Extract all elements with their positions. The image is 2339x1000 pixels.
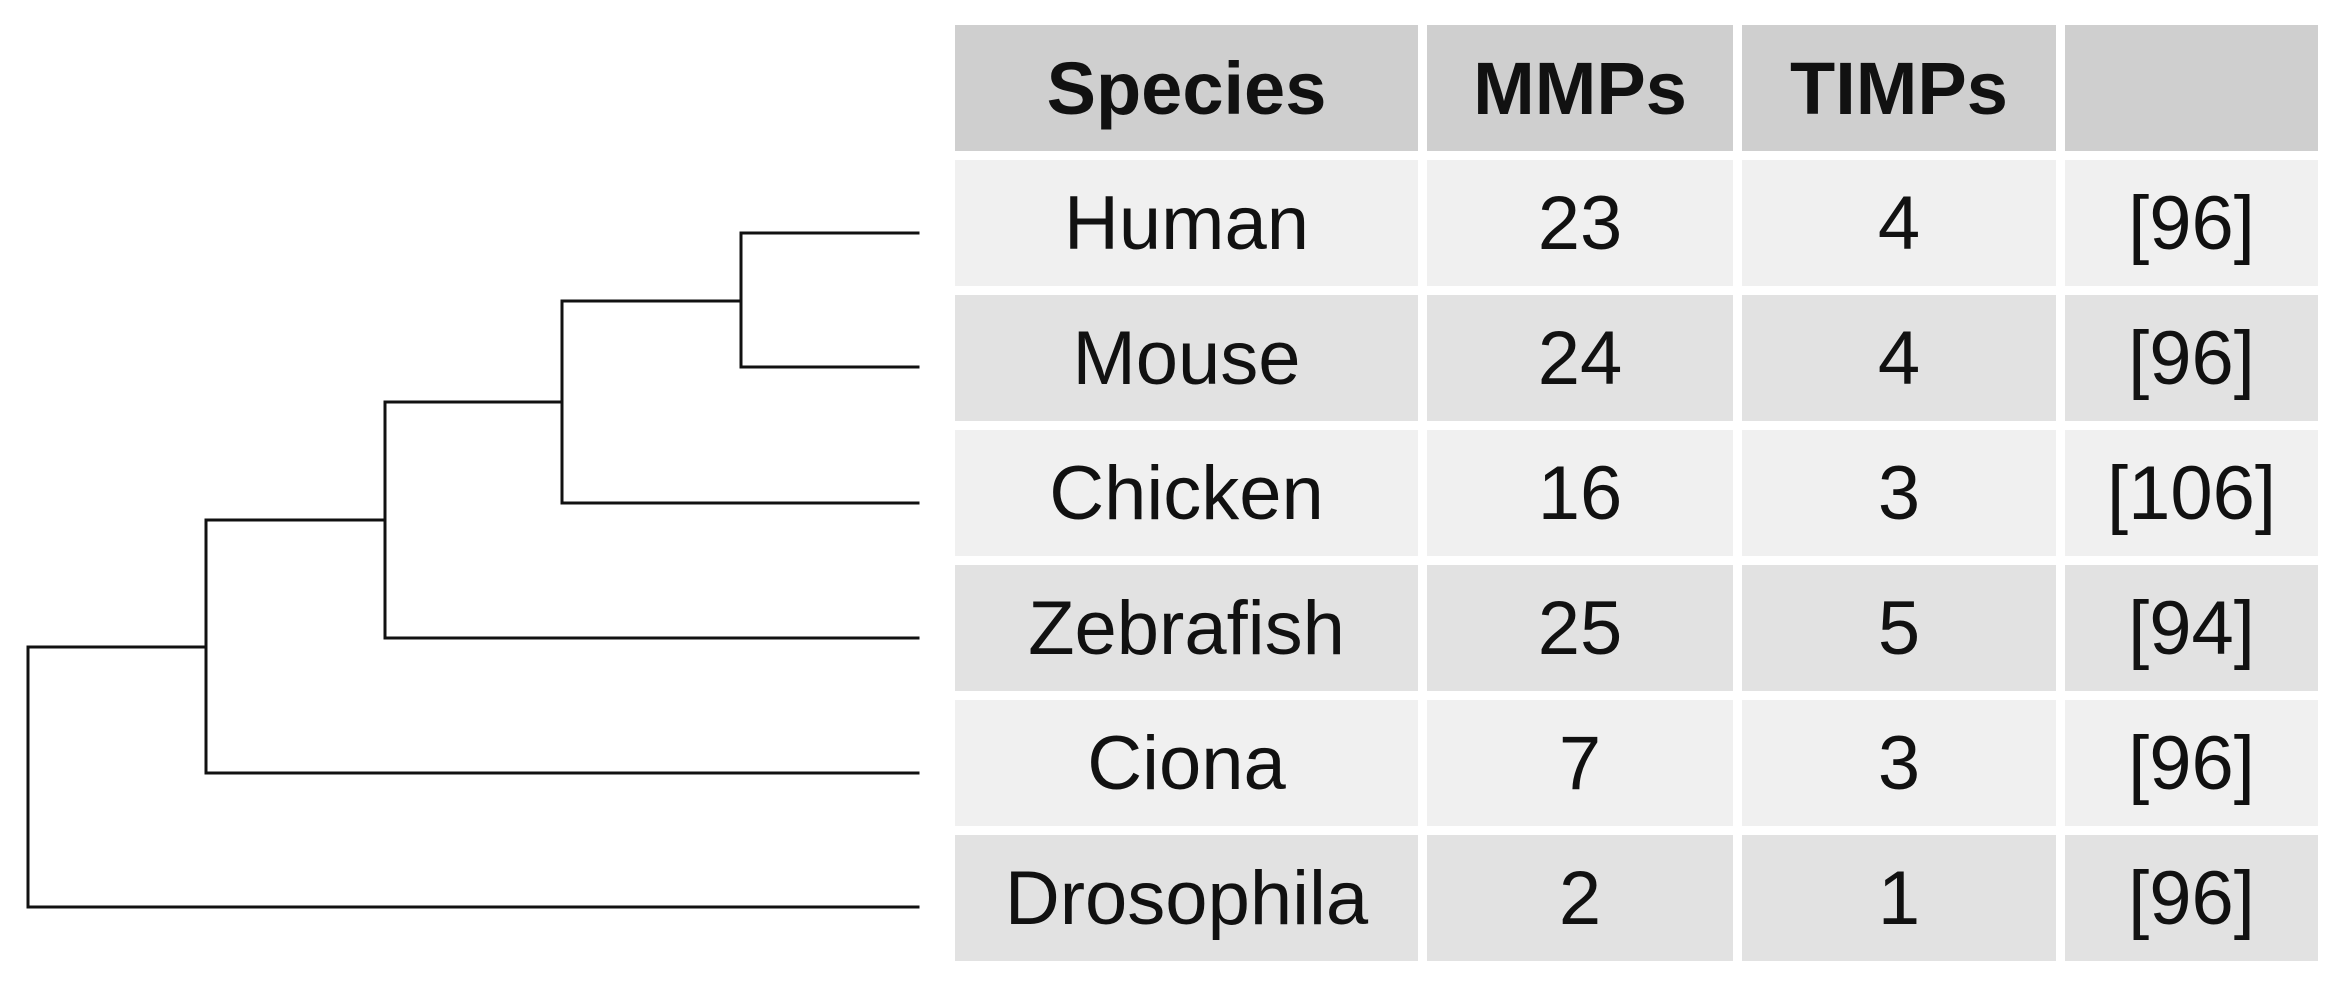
table-row: Ciona 7 3 [96] [955,700,2318,826]
cell-reference: [94] [2065,565,2318,691]
table-header-row: Species MMPs TIMPs [955,25,2318,151]
cell-mmps: 2 [1427,835,1733,961]
cell-timps: 1 [1742,835,2056,961]
cell-mmps: 25 [1427,565,1733,691]
cell-species: Human [955,160,1418,286]
cell-timps: 3 [1742,430,2056,556]
cell-mmps: 16 [1427,430,1733,556]
cell-timps: 5 [1742,565,2056,691]
header-mmps: MMPs [1427,25,1733,151]
table-row: Zebrafish 25 5 [94] [955,565,2318,691]
header-timps: TIMPs [1742,25,2056,151]
table-row: Chicken 16 3 [106] [955,430,2318,556]
phylogenetic-tree [26,231,920,909]
cell-reference: [96] [2065,700,2318,826]
cell-species: Chicken [955,430,1418,556]
cell-species: Mouse [955,295,1418,421]
cell-species: Drosophila [955,835,1418,961]
header-reference [2065,25,2318,151]
cell-timps: 3 [1742,700,2056,826]
cell-reference: [106] [2065,430,2318,556]
cell-reference: [96] [2065,295,2318,421]
cell-species: Zebrafish [955,565,1418,691]
cell-mmps: 7 [1427,700,1733,826]
cell-mmps: 23 [1427,160,1733,286]
cell-mmps: 24 [1427,295,1733,421]
cell-reference: [96] [2065,835,2318,961]
table-row: Drosophila 2 1 [96] [955,835,2318,961]
cell-timps: 4 [1742,160,2056,286]
table-row: Human 23 4 [96] [955,160,2318,286]
cell-reference: [96] [2065,160,2318,286]
cell-species: Ciona [955,700,1418,826]
species-table: Species MMPs TIMPs Human 23 4 [96] Mouse… [946,16,2327,970]
cell-timps: 4 [1742,295,2056,421]
table-row: Mouse 24 4 [96] [955,295,2318,421]
header-species: Species [955,25,1418,151]
